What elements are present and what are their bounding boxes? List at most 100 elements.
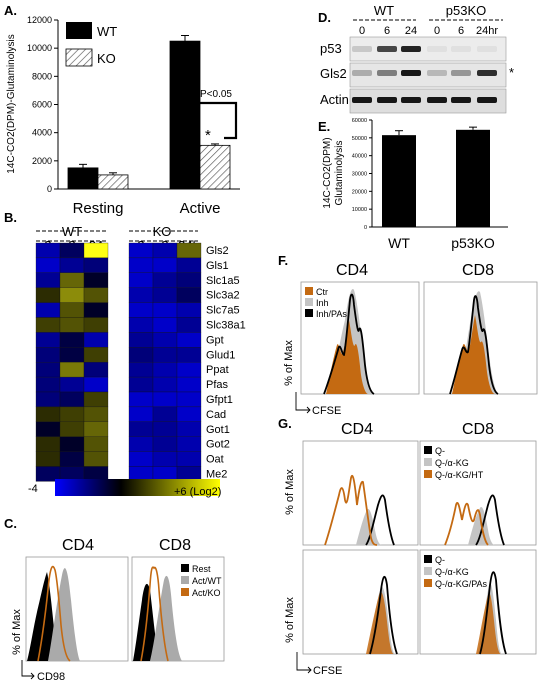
- panel-a-ytick-label: 2000: [32, 156, 52, 166]
- panel-b-ko: KO: [153, 224, 172, 239]
- panel-b-gene-label: Ppat: [206, 364, 229, 376]
- panel-e-xtick-ko: p53KO: [451, 235, 495, 251]
- panel-b-cell-gfpt1-4: [152, 391, 178, 408]
- panel-b-gene-label: Slc38a1: [206, 320, 246, 332]
- panel-d-label: D.: [318, 10, 331, 25]
- panel-c-ylabel: % of Max: [11, 609, 23, 655]
- panel-b-cell-cad-2: [83, 406, 109, 422]
- panel-f-ylabel: % of Max: [283, 340, 295, 386]
- panel-f-legend-inhpas-swatch: [305, 309, 313, 317]
- panel-b-cell-slc3a2-2: [83, 287, 109, 303]
- panel-b-cell-gfpt1-1: [59, 391, 85, 408]
- panel-b-cell-got1-1: [59, 421, 85, 437]
- panel-b-cell-gls2-5: [176, 242, 202, 259]
- panel-b-cell-cad-4: [152, 406, 178, 422]
- panel-b-cell-slc38a1-1: [59, 317, 85, 333]
- panel-b-cell-cad-5: [176, 406, 202, 422]
- panel-b-cell-gls1-4: [152, 257, 178, 273]
- panel-c-legend-rest-swatch: [181, 564, 189, 572]
- panel-g-bot-cd4-q: [369, 576, 398, 655]
- panel-a-sig-bracket: [192, 101, 238, 140]
- panel-b-gene-label: Cad: [206, 409, 226, 421]
- panel-b-cell-gls2-1: [59, 242, 85, 259]
- panel-d-band: [401, 46, 421, 52]
- panel-d-bands: [352, 46, 497, 103]
- panel-g-top-cd8-akg-ht: [444, 502, 489, 546]
- panel-g: G. CD4 CD8 Q- Q-/α-KG Q-/α-KG/HT Q- Q-: [278, 416, 537, 677]
- panel-b-cell-got2-5: [176, 436, 202, 452]
- panel-f-cd4-ctr: [326, 320, 368, 394]
- panel-b-cell-gls1-5: [176, 257, 202, 273]
- panel-g-bot-legend-akg: Q-/α-KG: [435, 567, 469, 577]
- panel-d-band: [451, 97, 471, 103]
- panel-a-legend-wt: WT: [97, 24, 117, 39]
- panel-b-gene-label: Pfas: [206, 379, 229, 391]
- panel-d-band: [352, 46, 372, 52]
- panel-f-axis-arrow: [295, 392, 311, 414]
- panel-b-gene-label: Slc1a5: [206, 275, 240, 287]
- panel-g-top-legend-akg-swatch: [424, 458, 432, 466]
- panel-d-row-p53: p53: [320, 41, 342, 56]
- panel-b-cell-slc1a5-0: [35, 272, 61, 288]
- panel-b-cell-got2-2: [83, 436, 109, 452]
- panel-f-cd4-inhpas: [323, 293, 375, 395]
- panel-d-band: [427, 46, 447, 52]
- panel-b-gene-label: Glud1: [206, 349, 235, 361]
- panel-f-legend-inh-swatch: [305, 298, 313, 306]
- panel-b-cell-oat-3: [128, 451, 154, 467]
- panel-a-bar-ko-active: [199, 144, 231, 190]
- panel-b-cell-got1-4: [152, 421, 178, 437]
- panel-b-cell-gls1-0: [35, 257, 61, 273]
- panel-d-time-label: 0: [434, 25, 440, 37]
- panel-b-cell-slc38a1-0: [35, 317, 61, 333]
- panel-e-ylabel-2: Glutaminolysis: [334, 140, 345, 205]
- panel-b-cell-slc3a2-1: [59, 287, 85, 303]
- panel-g-ylabel-bottom: % of Max: [284, 597, 296, 643]
- panel-b-cell-ppat-4: [152, 362, 178, 378]
- panel-b-gene-label: Slc3a2: [206, 290, 240, 302]
- panel-b-gene-label: Slc7a5: [206, 305, 240, 317]
- panel-c-title-cd4: CD4: [62, 537, 94, 554]
- panel-g-bot-legend-pas: Q-/α-KG/PAs: [435, 579, 488, 589]
- panel-g-top-legend-q-swatch: [424, 446, 432, 454]
- panel-e-xtick-wt: WT: [388, 235, 410, 251]
- panel-b-cell-gfpt1-3: [128, 391, 154, 408]
- panel-e-ytick-label: 50000: [352, 136, 367, 142]
- panel-a-yticks: 0 2000 4000 6000 8000 10000 12000: [27, 15, 58, 194]
- panel-g-xlabel: CFSE: [313, 665, 342, 677]
- panel-b-cell-slc7a5-5: [176, 302, 202, 318]
- panel-f-legend-ctr: Ctr: [316, 287, 328, 297]
- panel-b-gene-label: Me2: [206, 469, 227, 481]
- panel-a-legend-wt-swatch: [66, 22, 92, 39]
- panel-b-gene-label: Got2: [206, 439, 230, 451]
- panel-c: C. CD4 CD8 Rest Act/WT Act/KO % of Max C…: [4, 516, 225, 683]
- panel-b-cell-glud1-0: [35, 347, 61, 363]
- panel-b-cell-cad-1: [59, 406, 85, 422]
- panel-b-cell-slc1a5-2: [83, 272, 109, 288]
- panel-b-cell-oat-5: [176, 451, 202, 467]
- panel-b-cell-pfas-2: [83, 376, 109, 393]
- panel-c-legend-actwt: Act/WT: [192, 576, 222, 586]
- panel-a-pvalue: P<0.05: [200, 89, 232, 100]
- panel-f-cd8-ctr: [452, 315, 495, 394]
- panel-e-ytick-label: 0: [364, 225, 367, 231]
- panel-b-cell-slc3a2-0: [35, 287, 61, 303]
- panel-b-gene-label: Got1: [206, 424, 230, 436]
- panel-b-gene-label: Gpt: [206, 334, 224, 346]
- panel-e-ytick-label: 60000: [352, 118, 367, 124]
- panel-c-legend-actko: Act/KO: [192, 588, 221, 598]
- panel-a-ytick-label: 0: [47, 184, 52, 194]
- panel-b-cell-slc3a2-5: [176, 287, 202, 303]
- panel-d-band: [477, 70, 497, 76]
- panel-b-cell-gpt-1: [59, 332, 85, 348]
- panel-e-ytick-label: 30000: [352, 172, 367, 178]
- panel-a-bar-wt-active: [169, 40, 201, 190]
- panel-e-ytick-label: 40000: [352, 154, 367, 160]
- panel-a-ytick-label: 4000: [32, 128, 52, 138]
- panel-g-bot-legend-akg-swatch: [424, 567, 432, 575]
- panel-c-xlabel: CD98: [37, 671, 65, 683]
- panel-e-bar-wt: [382, 135, 416, 227]
- panel-c-cd4-act-wt: [48, 568, 80, 661]
- panel-a-ylabel: 14C-CO2(DPM)-Glutaminolysis: [6, 34, 17, 173]
- panel-b: B. WT KO 38243824h Gls2Gls1Slc1a5Slc3a2S…: [4, 210, 246, 498]
